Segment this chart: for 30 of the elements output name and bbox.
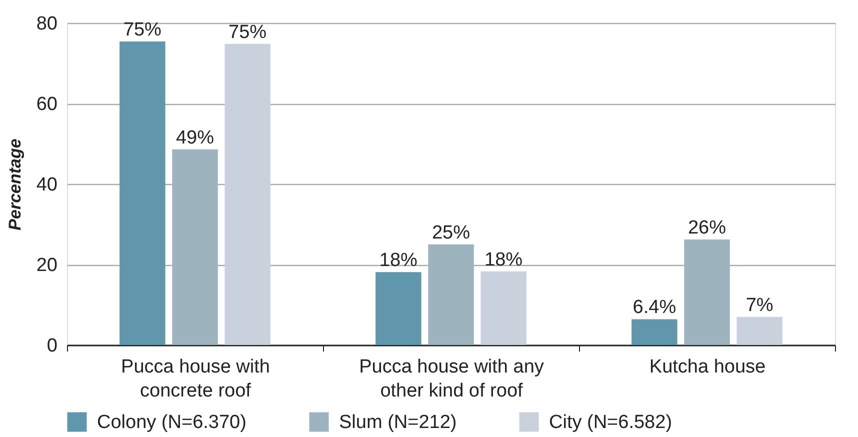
y-tick-label: 20: [36, 255, 58, 276]
bar: [480, 271, 526, 345]
bar: [172, 149, 218, 345]
x-tick-label: Pucca house with concrete roof: [121, 356, 270, 402]
bar: [224, 44, 270, 345]
x-tick-label: Kutcha house: [649, 356, 766, 378]
bar: [632, 319, 678, 345]
legend-label: Colony (N=6.370): [97, 412, 246, 433]
y-tick-label: 0: [46, 336, 58, 356]
x-tick-label: Pucca house with any other kind of roof: [359, 356, 544, 402]
bar: [428, 244, 474, 345]
data-label: 18%: [484, 249, 523, 270]
legend-label: City (N=6.582): [549, 412, 672, 433]
y-tick-label: 60: [36, 94, 58, 115]
y-tick-label: 80: [36, 14, 58, 34]
legend-label: Slum (N=212): [339, 412, 457, 433]
bar: [376, 272, 422, 345]
data-label: 7%: [746, 294, 774, 316]
data-label: 6.4%: [632, 297, 676, 318]
bar: [684, 240, 730, 345]
data-label: 49%: [176, 127, 214, 148]
data-label: 18%: [379, 250, 418, 272]
data-label: 75%: [123, 20, 162, 41]
data-label: 26%: [688, 218, 726, 239]
bar: [120, 42, 166, 345]
data-label: 75%: [228, 22, 267, 43]
data-label: 25%: [432, 222, 470, 244]
y-axis-title: Percentage: [5, 138, 24, 230]
y-tick-label: 40: [36, 174, 58, 196]
bar: [736, 316, 782, 345]
